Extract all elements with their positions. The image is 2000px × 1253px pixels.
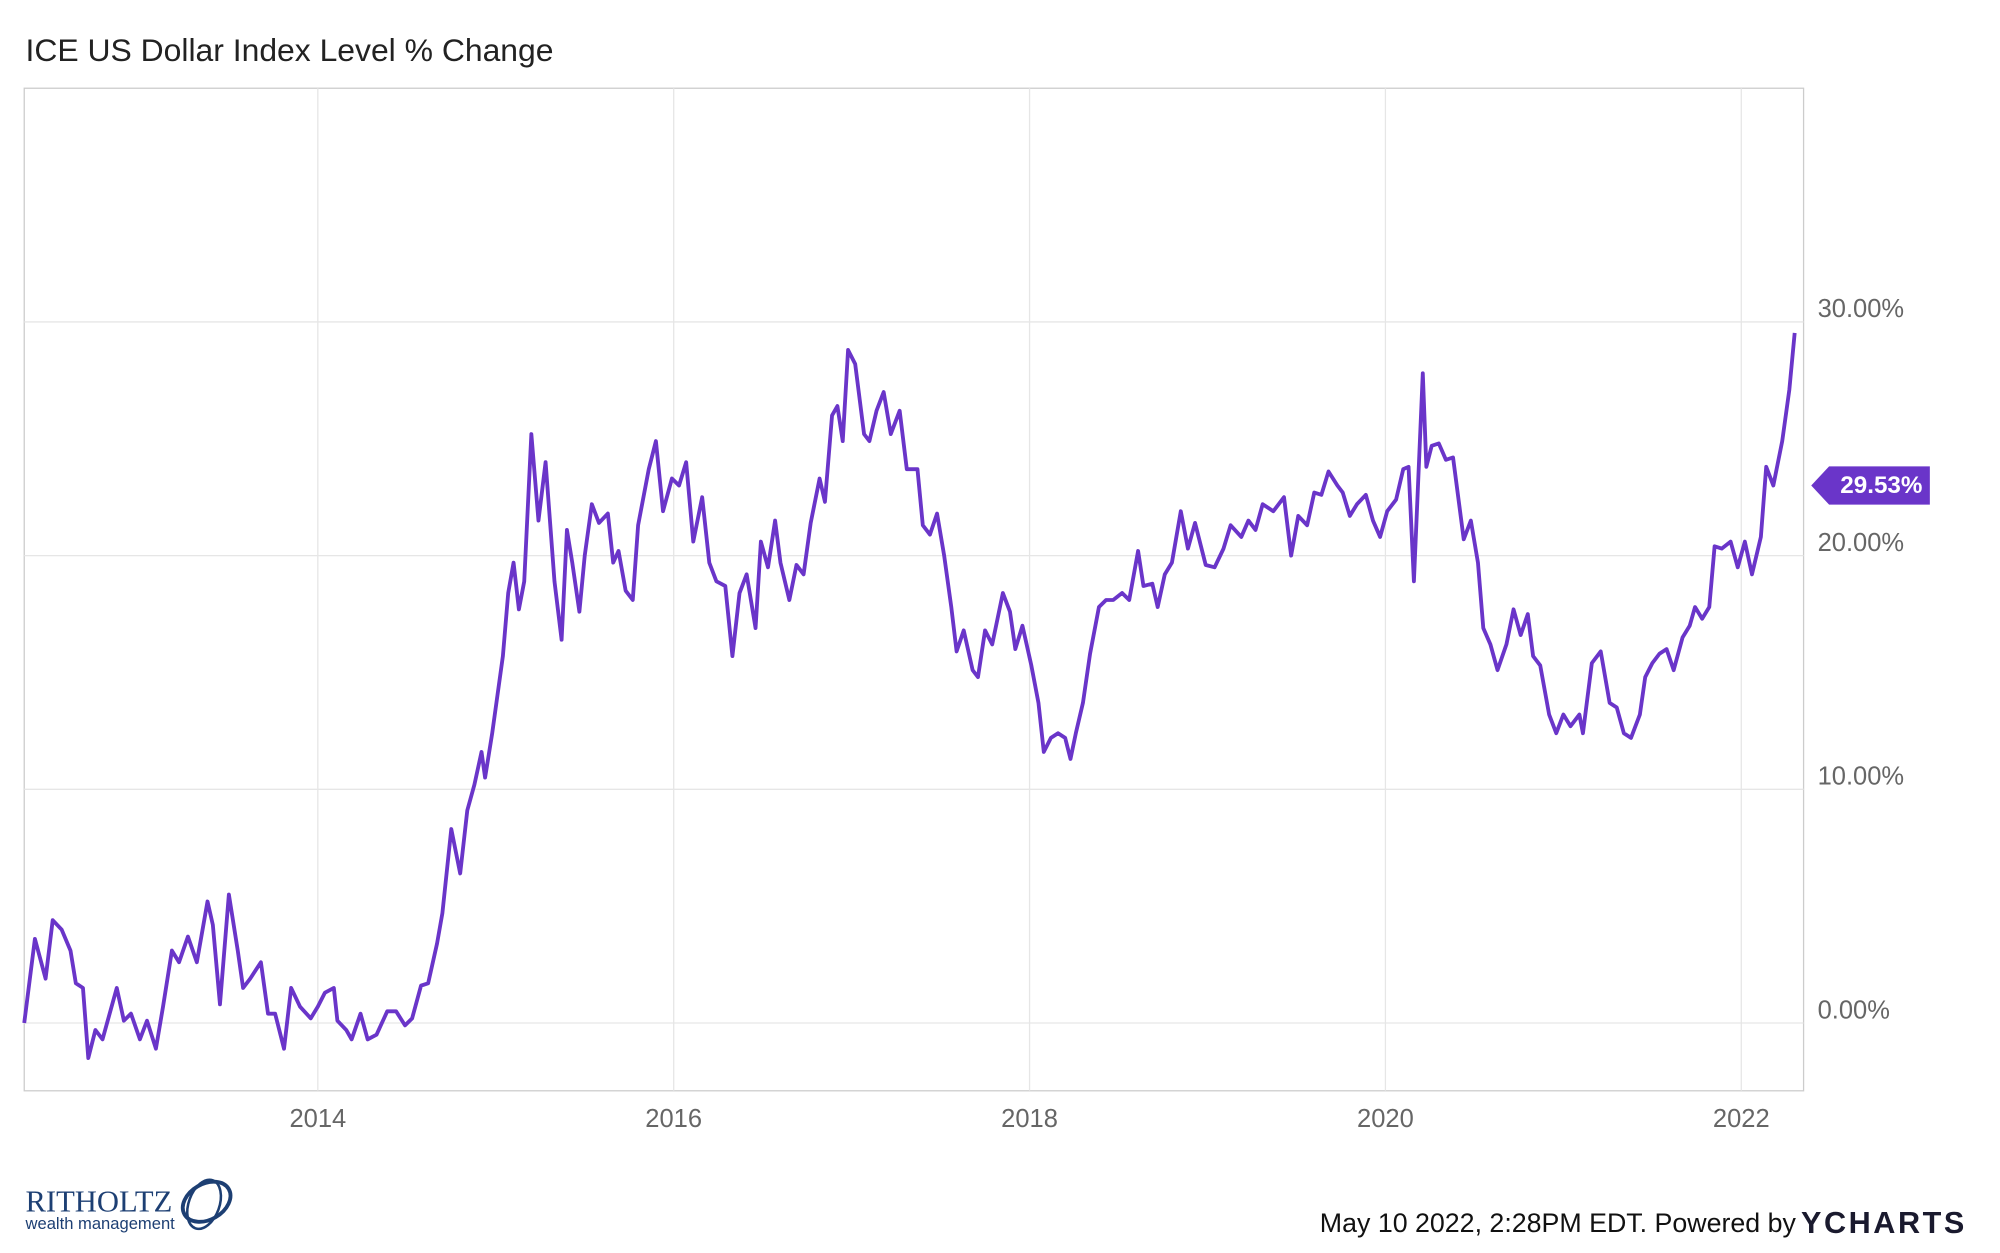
y-tick-label: 20.00% <box>1818 529 1905 557</box>
logo-text: RITHOLTZ <box>26 1184 173 1218</box>
x-tick-label: 2018 <box>1001 1105 1058 1133</box>
line-series <box>22 332 1797 1060</box>
footer: May 10 2022, 2:28PM EDT. Powered by <box>1320 1208 1797 1238</box>
brand: YCHARTS <box>1801 1206 1967 1240</box>
logo-swirl <box>180 1179 233 1224</box>
y-tick-label: 0.00% <box>1818 996 1890 1024</box>
last-value-label: 29.53% <box>1840 472 1922 499</box>
logo-swirl <box>185 1178 223 1231</box>
x-tick-label: 2022 <box>1713 1105 1770 1133</box>
x-tick-label: 2016 <box>645 1105 702 1133</box>
logo <box>180 1178 233 1231</box>
y-tick-label: 10.00% <box>1818 763 1905 791</box>
plot-frame <box>23 87 1805 1092</box>
y-tick-label: 30.00% <box>1818 295 1905 323</box>
logo-subtext: wealth management <box>25 1214 176 1233</box>
chart-title: ICE US Dollar Index Level % Change <box>26 32 554 68</box>
last-value-flag <box>1811 466 1930 505</box>
x-tick-label: 2020 <box>1357 1105 1414 1133</box>
x-tick-label: 2014 <box>289 1105 346 1133</box>
